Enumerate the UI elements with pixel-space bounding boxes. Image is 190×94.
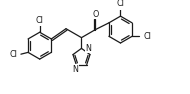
Text: Cl: Cl — [10, 50, 18, 59]
Text: O: O — [92, 10, 99, 19]
Text: N: N — [85, 44, 91, 53]
Text: Cl: Cl — [36, 16, 44, 25]
Text: Cl: Cl — [143, 32, 151, 41]
Text: N: N — [72, 65, 78, 74]
Text: Cl: Cl — [116, 0, 124, 8]
